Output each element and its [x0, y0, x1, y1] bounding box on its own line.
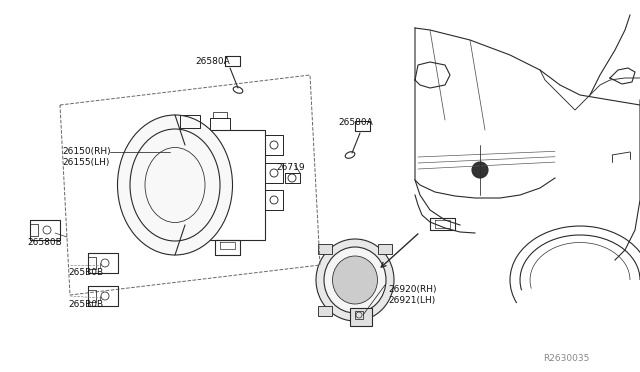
Bar: [318, 244, 332, 254]
Bar: [378, 244, 392, 254]
Bar: [350, 308, 372, 326]
Text: 26719: 26719: [276, 163, 305, 172]
Bar: [318, 306, 332, 316]
Text: 26580A: 26580A: [195, 57, 230, 66]
Text: 26921(LH): 26921(LH): [388, 296, 435, 305]
Bar: [355, 311, 363, 319]
Text: 26155(LH): 26155(LH): [62, 158, 109, 167]
Ellipse shape: [333, 256, 378, 304]
Text: R2630035: R2630035: [543, 354, 590, 363]
Text: 265B0B: 265B0B: [68, 300, 103, 309]
Text: 26920(RH): 26920(RH): [388, 285, 436, 294]
Ellipse shape: [118, 115, 232, 255]
Text: 265B0B: 265B0B: [68, 268, 103, 277]
Circle shape: [472, 162, 488, 178]
Text: 26150(RH): 26150(RH): [62, 147, 111, 156]
Ellipse shape: [316, 239, 394, 321]
Ellipse shape: [324, 247, 386, 313]
Text: 26580A: 26580A: [338, 118, 372, 127]
Text: 26580B: 26580B: [27, 238, 61, 247]
